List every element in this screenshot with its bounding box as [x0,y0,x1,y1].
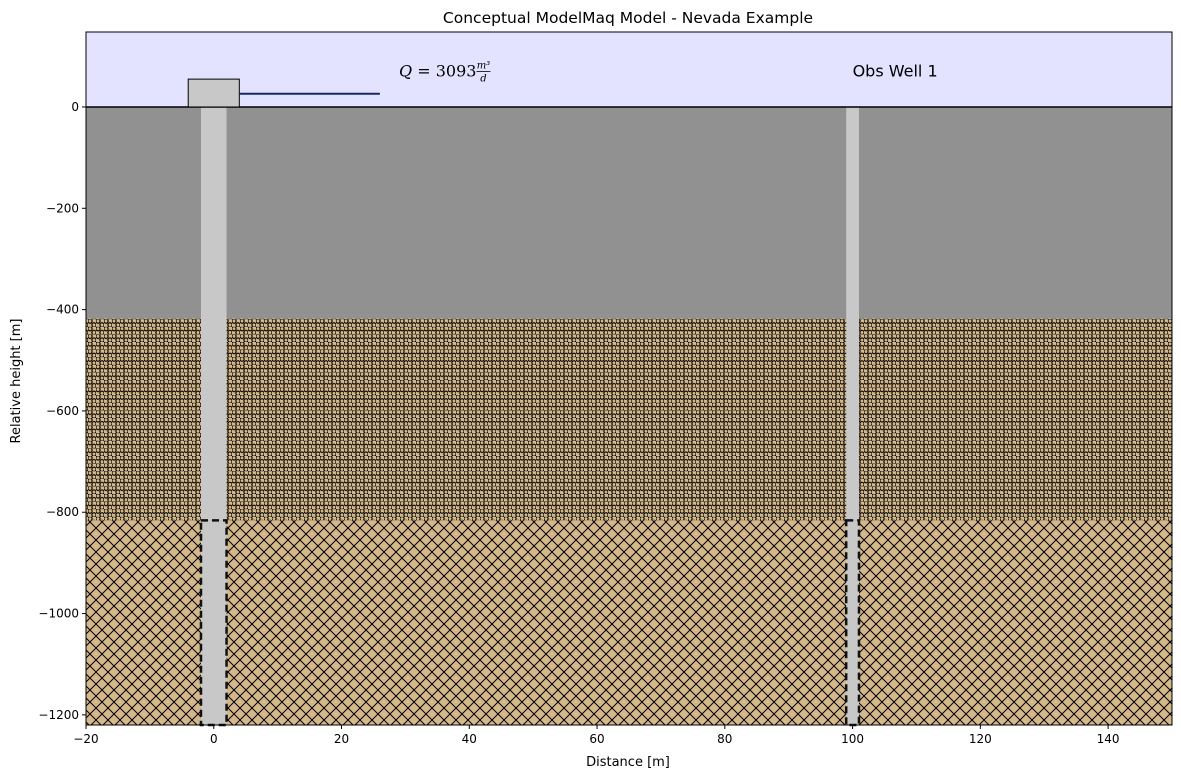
x-tick-label: 60 [589,732,604,746]
x-ticks: −20 0 20 40 60 80 100 120 140 [73,725,1120,746]
surface-group [86,78,1172,108]
y-tick-label: 0 [71,100,79,114]
x-tick-label: 0 [210,732,218,746]
x-tick-label: 40 [462,732,477,746]
y-tick-label: −600 [46,404,79,418]
pumping-rate-unit-denominator: d [480,74,486,85]
x-tick-label: 140 [1097,732,1120,746]
layer-pumped-aquifer [86,520,1172,725]
pumping-rate-value: 3093 [436,62,477,81]
obs-well-label: Obs Well 1 [853,62,938,81]
pumping-rate-unit-numerator: m³ [477,61,491,72]
y-tick-label: −200 [46,201,79,215]
axes-frame [85,31,1173,726]
y-axis-label: Relative height [m] [9,319,24,444]
x-axis-label: Distance [m] [586,755,670,770]
y-tick-label: −1000 [38,607,79,621]
x-tick-label: 120 [969,732,992,746]
x-tick-label: −20 [73,732,98,746]
x-tick-label: 20 [334,732,349,746]
y-tick-label: −800 [46,505,79,519]
well-observation-screen [844,519,861,727]
layer-aquitard [86,106,1172,319]
layer-atmosphere [86,32,1172,107]
well-pumping-screen [199,519,228,727]
y-tick-label: −400 [46,303,79,317]
layers-group [86,32,1172,725]
pump-box [187,78,240,108]
pumping-rate-symbol: Q [399,62,412,81]
well-pumping-casing [200,106,227,521]
y-tick-label: −1200 [38,708,79,722]
chart-title: Conceptual ModelMaq Model - Nevada Examp… [443,9,813,27]
pumping-rate-equals: = [417,62,430,81]
x-tick-label: 80 [717,732,732,746]
well-observation-casing [846,106,859,521]
layer-upper-layer [86,318,1172,521]
wells-group [199,106,861,727]
y-ticks: 0 −200 −400 −600 −800 −1000 −1200 [38,100,86,722]
pumping-rate-annotation: Q = 3093 [399,62,476,81]
axes-group: −20 0 20 40 60 80 100 120 140 0−200−400−600−800−… [38,31,1173,746]
x-tick-label: 100 [841,732,864,746]
annotation-group: Q = 3093 m³ d Obs Well 1 [399,61,938,85]
